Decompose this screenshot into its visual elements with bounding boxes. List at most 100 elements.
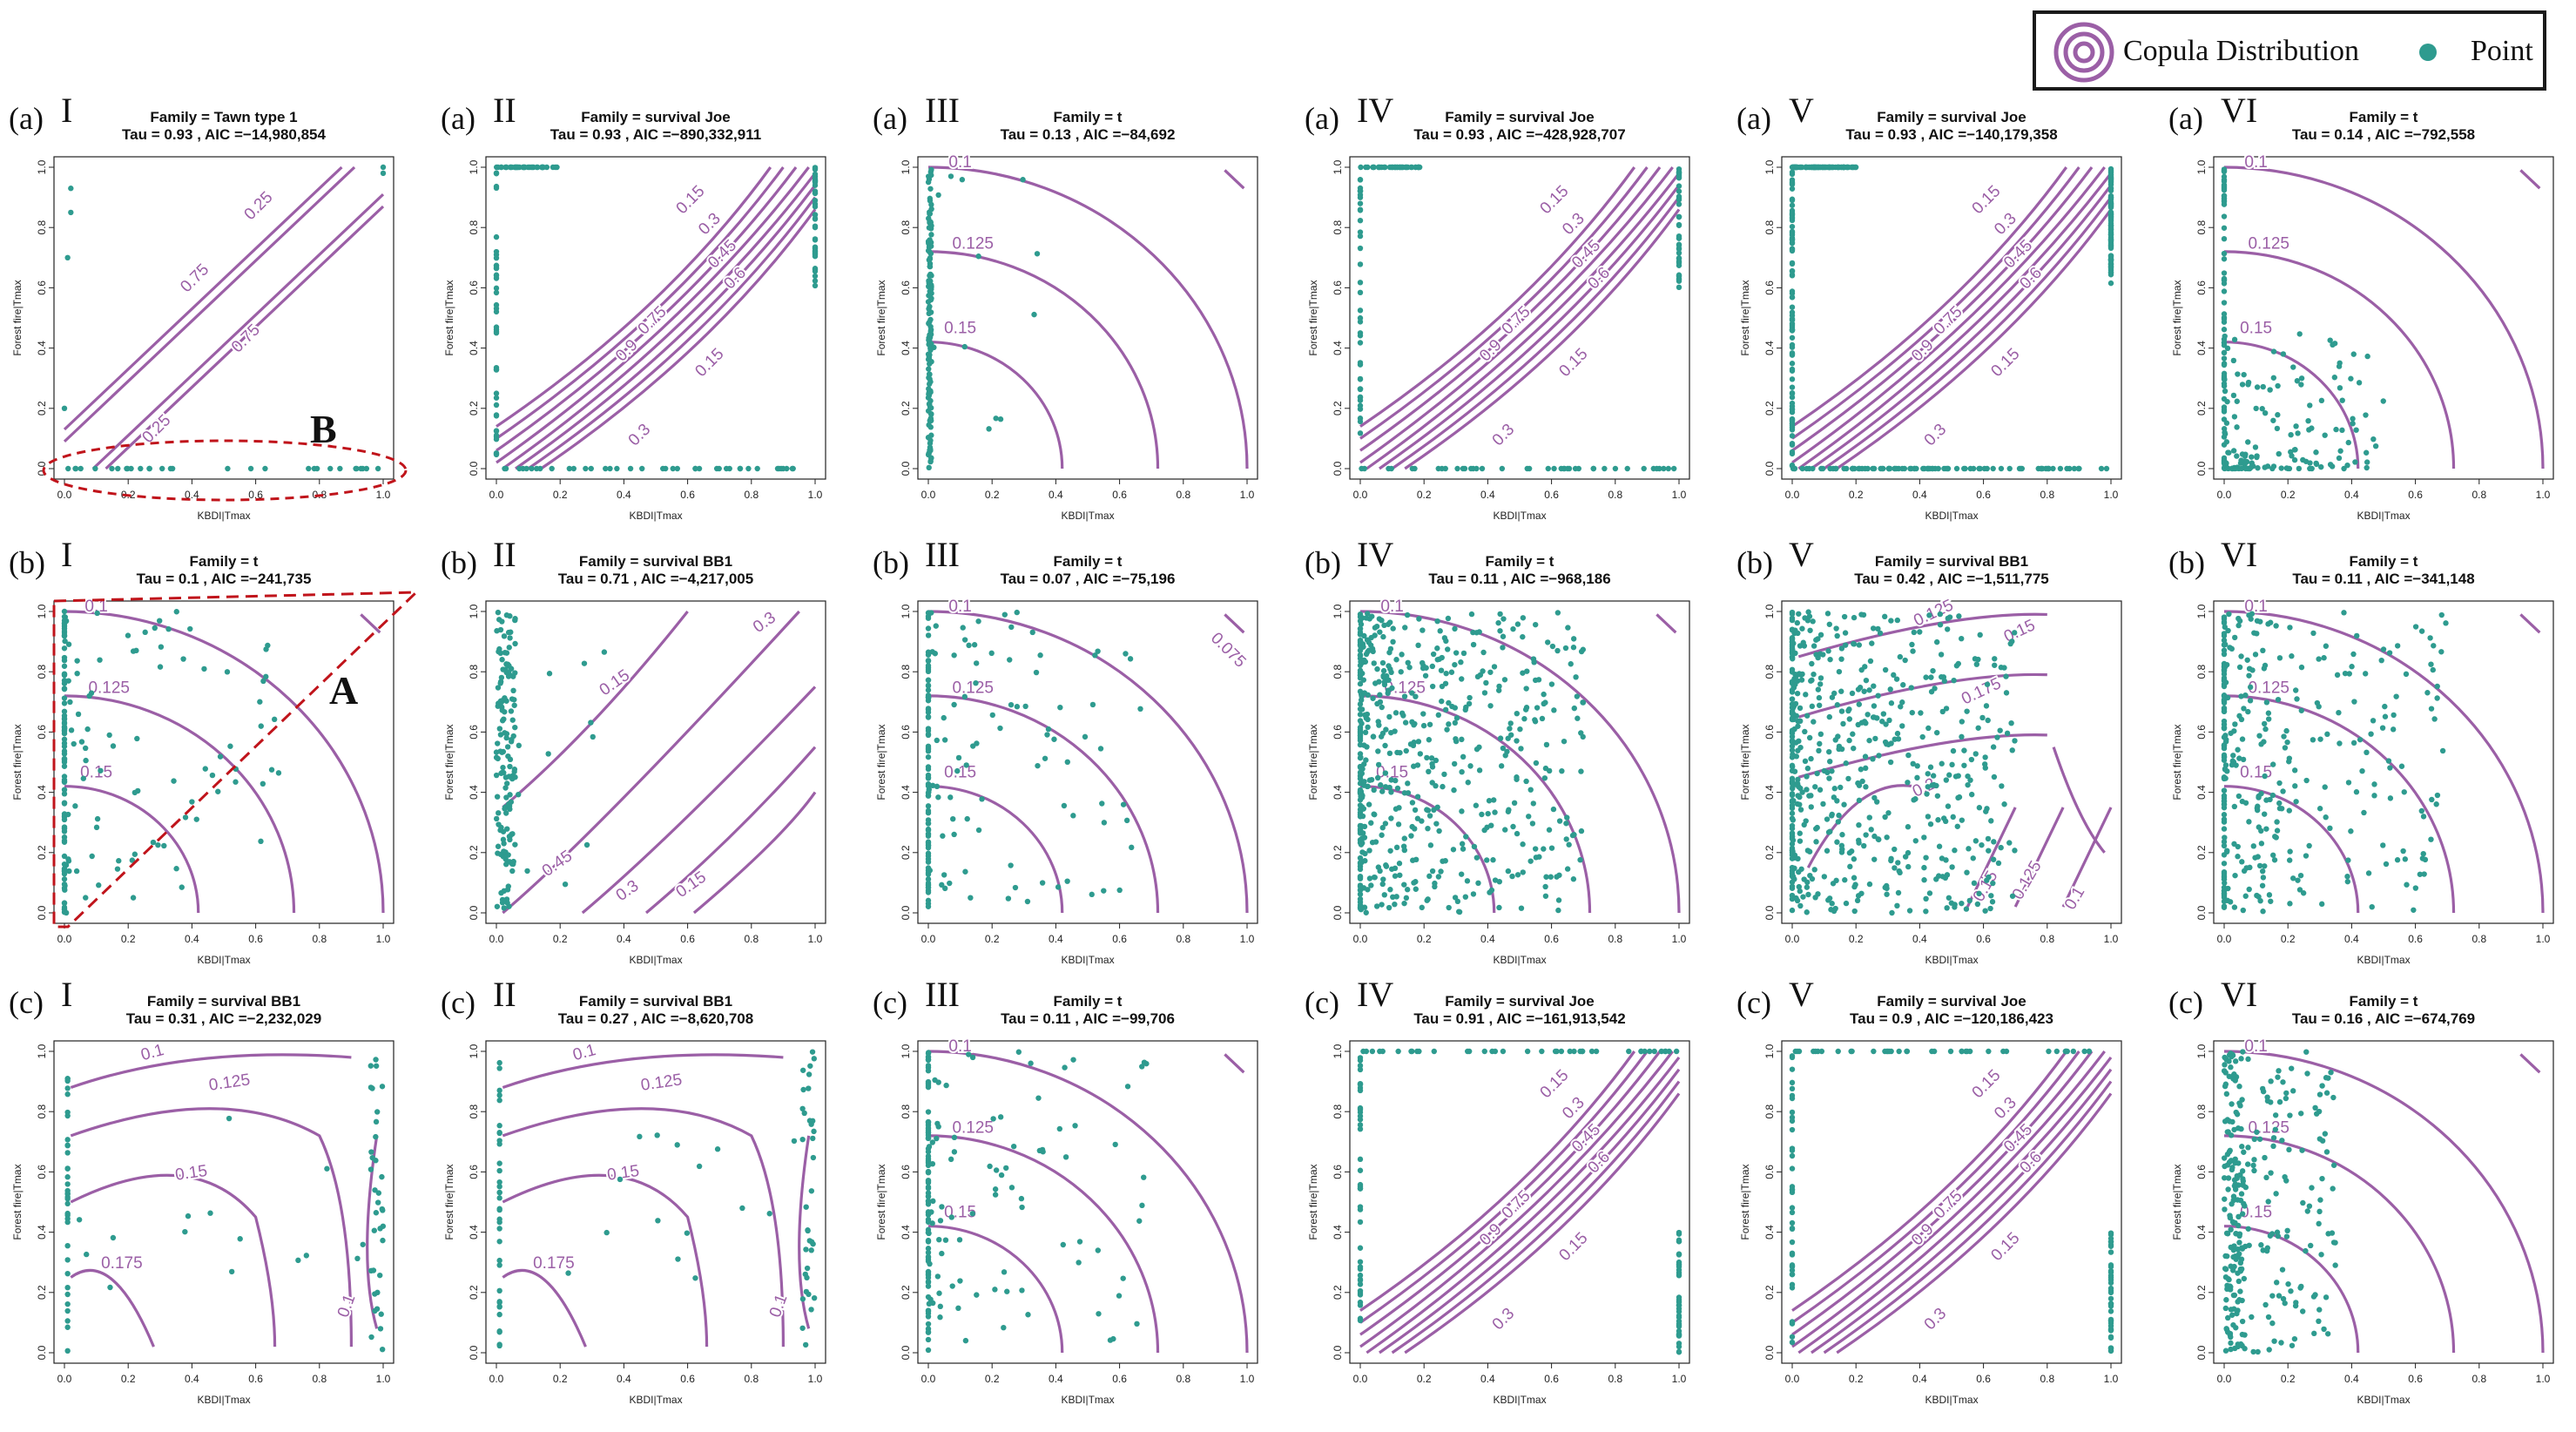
data-point xyxy=(2283,1178,2289,1184)
data-point xyxy=(973,660,980,666)
data-point xyxy=(224,669,231,675)
data-point xyxy=(2322,432,2328,438)
y-tick-label: 0.8 xyxy=(1332,1104,1344,1119)
y-tick-label: 0.4 xyxy=(36,785,48,800)
data-point xyxy=(2038,465,2045,472)
data-point xyxy=(61,791,68,797)
data-point xyxy=(1790,706,1796,712)
data-point xyxy=(2242,1332,2248,1338)
data-point xyxy=(617,1176,624,1183)
x-tick-label: 0.6 xyxy=(2408,1373,2423,1385)
data-point xyxy=(2304,1071,2310,1077)
data-point xyxy=(993,1167,1000,1173)
data-point xyxy=(1795,718,1801,725)
data-point xyxy=(2287,625,2293,631)
data-point xyxy=(2268,1170,2274,1176)
data-point xyxy=(503,896,510,902)
data-point xyxy=(306,465,312,472)
data-point xyxy=(2278,465,2284,471)
data-point xyxy=(2003,690,2010,696)
data-point xyxy=(1670,465,1677,472)
data-point xyxy=(499,657,505,663)
data-point xyxy=(233,779,239,785)
data-point xyxy=(1101,888,1107,894)
data-point xyxy=(1440,783,1446,790)
data-point xyxy=(1813,637,1819,643)
data-point xyxy=(61,654,68,661)
data-point xyxy=(1392,865,1399,872)
data-point xyxy=(61,748,68,754)
data-point xyxy=(812,278,819,284)
data-point xyxy=(2227,899,2234,905)
x-tick-label: 0.2 xyxy=(1849,1373,1864,1385)
data-point xyxy=(2235,1213,2242,1220)
data-point xyxy=(502,695,508,701)
data-point xyxy=(925,746,932,753)
data-point xyxy=(114,866,121,872)
contour-label: 0.3 xyxy=(1559,1094,1588,1124)
x-tick-label: 0.4 xyxy=(2344,933,2359,945)
data-point xyxy=(2431,643,2437,649)
y-tick-label: 0.2 xyxy=(36,845,48,860)
data-point xyxy=(2256,894,2262,900)
data-point xyxy=(2270,417,2276,423)
data-point xyxy=(1927,821,1934,827)
data-point xyxy=(377,1226,383,1232)
data-point xyxy=(2300,1199,2306,1206)
data-point xyxy=(61,700,68,706)
data-point xyxy=(1926,612,1932,618)
data-point xyxy=(2327,825,2333,832)
data-point xyxy=(1789,1066,1796,1072)
data-point xyxy=(2337,448,2343,454)
data-point xyxy=(61,625,68,632)
data-point xyxy=(1991,773,1998,780)
data-point xyxy=(1814,824,1820,831)
data-point xyxy=(378,1311,384,1317)
contour-line xyxy=(1797,672,2047,719)
row-label: (c) xyxy=(9,985,44,1020)
data-point xyxy=(368,1063,374,1069)
data-point xyxy=(1789,864,1796,871)
data-point xyxy=(2428,836,2434,842)
contour-label: 0.1 xyxy=(948,598,971,616)
data-point xyxy=(1014,704,1021,710)
data-point xyxy=(1490,797,1497,803)
data-point xyxy=(2232,1345,2238,1352)
y-axis-label: Forest fire|Tmax xyxy=(875,280,887,355)
data-point xyxy=(812,204,819,210)
data-point xyxy=(2313,461,2320,468)
panel-stats: Tau = 0.42 , AIC =−1,511,775 xyxy=(1854,571,2049,587)
panel-stats: Tau = 0.11 , AIC =−968,186 xyxy=(1428,571,1610,587)
y-tick-label: 0.8 xyxy=(36,1104,48,1119)
data-point xyxy=(1497,735,1504,741)
data-point xyxy=(2107,220,2114,226)
data-point xyxy=(1986,848,1992,854)
data-point xyxy=(1532,677,1539,684)
data-point xyxy=(2282,745,2289,751)
y-tick-label: 1.0 xyxy=(2195,604,2208,618)
data-point xyxy=(2231,414,2238,420)
data-point xyxy=(552,164,558,171)
data-point xyxy=(2269,852,2276,858)
data-point xyxy=(928,286,934,293)
contour-line xyxy=(2519,169,2541,190)
data-point xyxy=(925,351,932,357)
data-point xyxy=(1641,465,1647,472)
data-point xyxy=(1393,657,1399,663)
data-point xyxy=(93,824,100,831)
data-point xyxy=(2427,635,2433,641)
data-point xyxy=(2303,1049,2310,1055)
data-point xyxy=(1934,793,1941,799)
contour-line xyxy=(1966,807,2017,908)
data-point xyxy=(1676,201,1682,207)
y-tick-label: 1.0 xyxy=(2195,159,2208,174)
data-point xyxy=(496,1341,502,1348)
data-point xyxy=(1966,846,1972,852)
x-tick-label: 0.2 xyxy=(2281,933,2296,945)
x-tick-label: 0.6 xyxy=(1976,1373,1991,1385)
data-point xyxy=(1481,1048,1487,1055)
data-point xyxy=(2231,728,2237,734)
data-point xyxy=(2242,1243,2249,1250)
data-point xyxy=(2316,1318,2322,1325)
